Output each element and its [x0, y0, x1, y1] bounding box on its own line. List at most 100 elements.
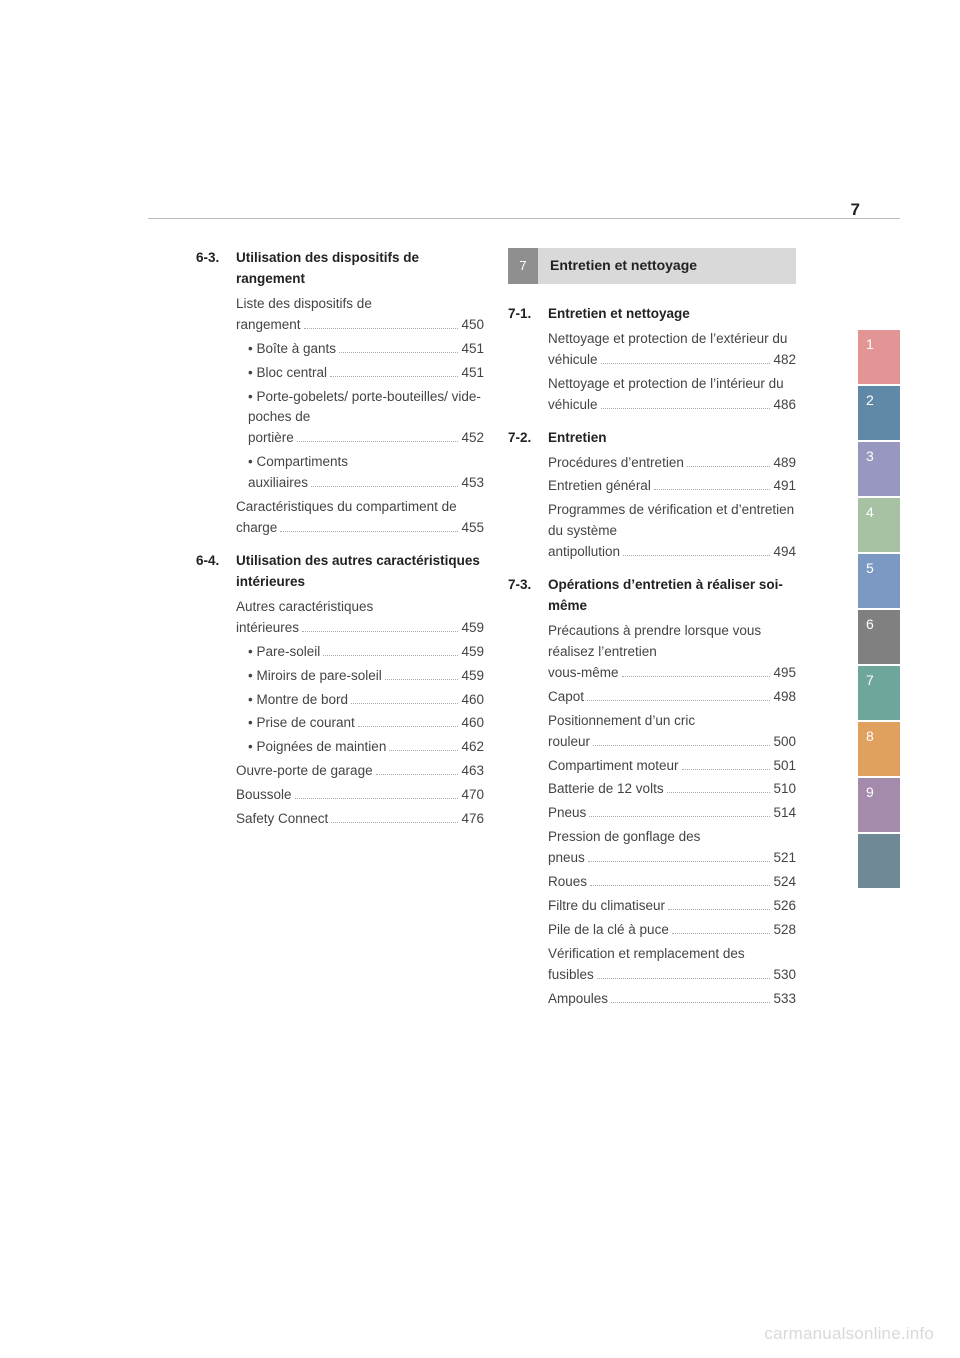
toc-leader [323, 655, 458, 656]
toc-leader [593, 745, 770, 746]
toc-entry[interactable]: Montre de bord460 [196, 690, 484, 711]
toc-entry[interactable]: véhicule486 [508, 395, 796, 416]
toc-label-cont: Autres caractéristiques [196, 597, 484, 618]
top-rule [148, 218, 900, 219]
toc-entry[interactable]: rouleur500 [508, 732, 796, 753]
toc-page: 486 [773, 395, 796, 416]
toc-leader [351, 703, 458, 704]
toc-leader [389, 750, 458, 751]
toc-entry[interactable]: Batterie de 12 volts510 [508, 779, 796, 800]
toc-leader [587, 700, 770, 701]
toc-label-cont: Nettoyage et protection de l’extérieur d… [508, 329, 796, 350]
left-column: 6-3.Utilisation des dispositifs de range… [196, 248, 484, 1013]
section-number: 7-3. [508, 575, 548, 617]
toc-leader [331, 822, 458, 823]
toc-leader [668, 909, 770, 910]
tab-2[interactable]: 2 [858, 386, 900, 440]
toc-entry[interactable]: fusibles530 [508, 965, 796, 986]
toc-entry[interactable]: Compartiment moteur501 [508, 756, 796, 777]
toc-page: 533 [773, 989, 796, 1010]
toc-page: 459 [461, 642, 484, 663]
toc-entry[interactable]: Pare-soleil 459 [196, 642, 484, 663]
toc-label: Pneus [548, 803, 586, 824]
toc-entry[interactable]: Roues524 [508, 872, 796, 893]
toc-page: 451 [461, 339, 484, 360]
chapter-title: Entretien et nettoyage [538, 248, 796, 284]
toc-entry[interactable]: Pneus514 [508, 803, 796, 824]
tab-5[interactable]: 5 [858, 554, 900, 608]
tab-8[interactable]: 8 [858, 722, 900, 776]
toc-entry[interactable]: Boussole470 [196, 785, 484, 806]
toc-entry[interactable]: Bloc central451 [196, 363, 484, 384]
toc-label: Ouvre-porte de garage [236, 761, 373, 782]
tab-4[interactable]: 4 [858, 498, 900, 552]
toc-label: rangement [236, 315, 301, 336]
tab-3[interactable]: 3 [858, 442, 900, 496]
tab-7[interactable]: 7 [858, 666, 900, 720]
toc-entry[interactable]: véhicule482 [508, 350, 796, 371]
toc-page: 489 [773, 453, 796, 474]
toc-label: Compartiment moteur [548, 756, 679, 777]
toc-label: pneus [548, 848, 585, 869]
toc-leader [304, 328, 459, 329]
page-number: 7 [851, 200, 860, 220]
section-number: 6-3. [196, 248, 236, 290]
section-heading: 7-1.Entretien et nettoyage [508, 304, 796, 325]
toc-page: 450 [461, 315, 484, 336]
section-title: Utilisation des autres caractéristiques … [236, 551, 484, 593]
toc-entry[interactable]: auxiliaires453 [196, 473, 484, 494]
toc-page: 476 [461, 809, 484, 830]
toc-entry[interactable]: Safety Connect476 [196, 809, 484, 830]
toc-page: 500 [773, 732, 796, 753]
toc-page: 526 [773, 896, 796, 917]
toc-entry[interactable]: Boîte à gants 451 [196, 339, 484, 360]
toc-entry[interactable]: Filtre du climatiseur526 [508, 896, 796, 917]
toc-entry[interactable]: antipollution494 [508, 542, 796, 563]
toc-leader [590, 885, 770, 886]
toc-entry[interactable]: Entretien général491 [508, 476, 796, 497]
page: 7 6-3.Utilisation des dispositifs de ran… [0, 0, 960, 1358]
section-heading: 6-4.Utilisation des autres caractéristiq… [196, 551, 484, 593]
toc-page: 470 [461, 785, 484, 806]
toc-entry[interactable]: Pile de la clé à puce528 [508, 920, 796, 941]
tab-blank[interactable]: . [858, 834, 900, 888]
toc-leader [295, 798, 459, 799]
tab-1[interactable]: 1 [858, 330, 900, 384]
toc-label: Montre de bord [248, 690, 348, 711]
toc-label: Pare-soleil [248, 642, 320, 663]
toc-leader [611, 1002, 770, 1003]
chapter-number: 7 [508, 248, 538, 284]
toc-leader [358, 726, 459, 727]
content-area: 6-3.Utilisation des dispositifs de range… [196, 248, 900, 1013]
toc-entry[interactable]: pneus521 [508, 848, 796, 869]
toc-entry[interactable]: Ouvre-porte de garage463 [196, 761, 484, 782]
tab-9[interactable]: 9 [858, 778, 900, 832]
section-number: 7-2. [508, 428, 548, 449]
toc-label: Prise de courant [248, 713, 355, 734]
toc-entry[interactable]: Procédures d’entretien489 [508, 453, 796, 474]
toc-entry[interactable]: Ampoules533 [508, 989, 796, 1010]
toc-label: Roues [548, 872, 587, 893]
toc-entry[interactable]: Miroirs de pare-soleil459 [196, 666, 484, 687]
section-heading: 7-3.Opérations d’entretien à réaliser so… [508, 575, 796, 617]
toc-leader [601, 363, 771, 364]
toc-label: intérieures [236, 618, 299, 639]
toc-leader [297, 441, 459, 442]
section-heading: 6-3.Utilisation des dispositifs de range… [196, 248, 484, 290]
toc-entry[interactable]: rangement 450 [196, 315, 484, 336]
toc-entry[interactable]: intérieures459 [196, 618, 484, 639]
toc-entry[interactable]: portière452 [196, 428, 484, 449]
toc-leader [687, 466, 771, 467]
toc-label: Boîte à gants [248, 339, 336, 360]
toc-page: 494 [773, 542, 796, 563]
toc-leader [622, 676, 771, 677]
toc-label: Batterie de 12 volts [548, 779, 664, 800]
toc-entry[interactable]: vous-même495 [508, 663, 796, 684]
toc-entry[interactable]: charge455 [196, 518, 484, 539]
section-title: Utilisation des dispositifs de rangement [236, 248, 484, 290]
toc-entry[interactable]: Capot498 [508, 687, 796, 708]
toc-label-cont: Liste des dispositifs de [196, 294, 484, 315]
toc-entry[interactable]: Prise de courant460 [196, 713, 484, 734]
toc-entry[interactable]: Poignées de maintien462 [196, 737, 484, 758]
tab-6[interactable]: 6 [858, 610, 900, 664]
